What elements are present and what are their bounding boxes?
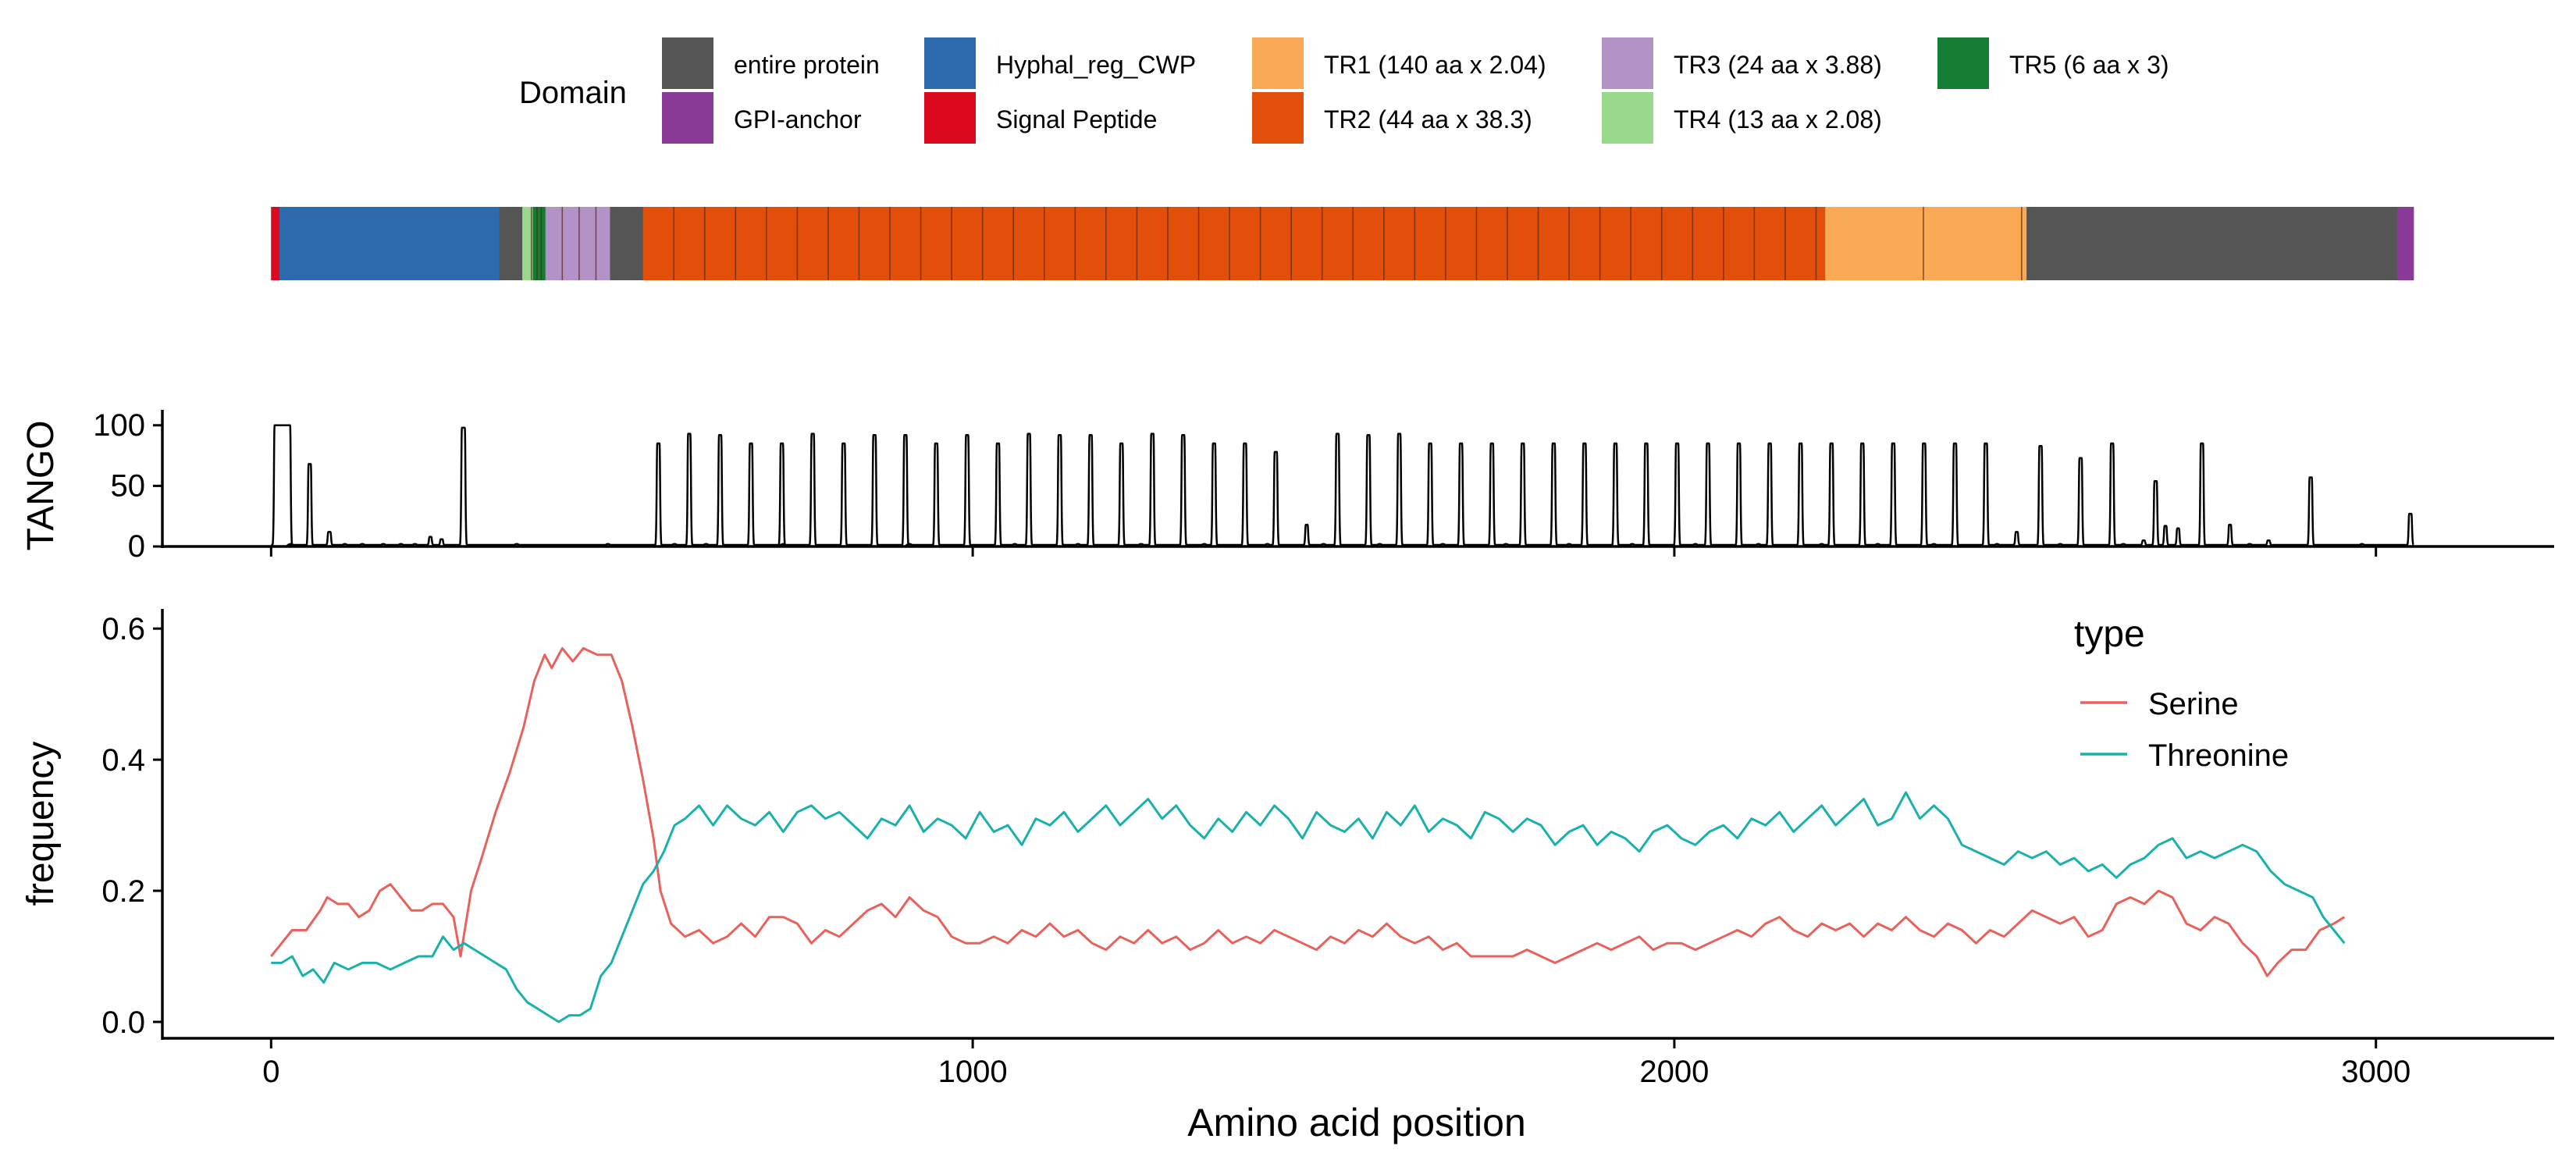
freq-y-tick-label: 0.0: [101, 1005, 145, 1040]
legend-label-tr4-13-aa-x-2-08: TR4 (13 aa x 2.08): [1674, 105, 1882, 133]
legend-swatch-tr4-13-aa-x-2-08: [1602, 92, 1653, 144]
x-axis-label: Amino acid position: [1187, 1101, 1526, 1144]
tango-y-tick-label: 0: [128, 529, 145, 564]
freq-y-tick-label: 0.6: [101, 612, 145, 646]
freq-lines: [270, 646, 2346, 1023]
domain-legend-title: Domain: [519, 76, 627, 110]
type-legend-items: Serine Threonine: [2080, 687, 2289, 773]
tango-panel: TANGO 0 50 100: [20, 408, 2554, 564]
tango-axes: 0 50 100: [93, 408, 2554, 564]
legend-swatch-entire-protein: [662, 37, 713, 89]
series-line-threonine: [271, 791, 2346, 1023]
freq-x-tick-label: 0: [262, 1055, 279, 1089]
freq-y-tick-label: 0.2: [101, 874, 145, 909]
legend-label-tr3-24-aa-x-3-88: TR3 (24 aa x 3.88): [1674, 51, 1882, 79]
domain-segment-gpi-anchor: [2396, 207, 2414, 280]
legend-label-tr1-140-aa-x-2-04: TR1 (140 aa x 2.04): [1324, 51, 1546, 79]
freq-x-tick-label: 2000: [1639, 1055, 1709, 1089]
freq-y-label: frequency: [20, 742, 62, 906]
type-legend-title: type: [2074, 614, 2145, 655]
domain-segment-tr1-140-aa-x-2-04: [1825, 207, 2027, 280]
legend-label-tr2-44-aa-x-38-3: TR2 (44 aa x 38.3): [1324, 105, 1532, 133]
legend-label-signal-peptide: Signal Peptide: [996, 105, 1157, 133]
series-line-serine: [270, 646, 2346, 977]
legend-swatch-tr3-24-aa-x-3-88: [1602, 37, 1653, 89]
tango-y-tick-label: 100: [93, 408, 145, 443]
legend-swatch-hyphal-reg-cwp: [924, 37, 976, 89]
legend-swatch-tr5-6-aa-x-3: [1937, 37, 1989, 89]
tango-y-tick-label: 50: [111, 468, 146, 503]
legend-label-tr5-6-aa-x-3: TR5 (6 aa x 3): [2009, 51, 2169, 79]
tango-line: [271, 424, 2415, 546]
freq-x-tick-label: 1000: [938, 1055, 1008, 1089]
tango-y-label: TANGO: [20, 420, 62, 550]
domain-segment-tr2-44-aa-x-38-3: [642, 207, 1826, 280]
legend-label-gpi-anchor: GPI-anchor: [734, 105, 862, 133]
legend-swatch-tr2-44-aa-x-38-3: [1252, 92, 1304, 144]
freq-y-tick-label: 0.4: [101, 743, 145, 778]
domain-legend: Domain entire protein GPI-anchor Hyphal_re…: [519, 37, 2169, 144]
domain-legend-items: entire protein GPI-anchor Hyphal_reg_CWP Si…: [662, 37, 2169, 144]
domain-segment-hyphal-reg-cwp: [279, 207, 500, 280]
domain-segment-tr5-6-aa-x-3: [532, 207, 546, 280]
legend-swatch-gpi-anchor: [662, 92, 713, 144]
domain-segment-tr3-24-aa-x-3-88: [545, 207, 610, 280]
legend-label-entire-protein: entire protein: [734, 51, 880, 79]
legend-label-serine: Serine: [2148, 687, 2239, 721]
domain-track: [271, 207, 2414, 280]
type-legend: type Serine Threonine: [2074, 614, 2289, 773]
legend-swatch-signal-peptide: [924, 92, 976, 144]
domain-segment-signal-peptide: [271, 207, 280, 280]
domain-segment-tr4-13-aa-x-2-08: [522, 207, 533, 280]
freq-panel: frequency 0.0 0.2 0.4 0.6 0 1000 2000 3000 Amin…: [20, 609, 2554, 1144]
freq-axes: 0.0 0.2 0.4 0.6 0 1000 2000 3000: [101, 609, 2554, 1089]
legend-swatch-tr1-140-aa-x-2-04: [1252, 37, 1304, 89]
legend-label-threonine: Threonine: [2148, 739, 2289, 773]
freq-x-tick-label: 3000: [2341, 1055, 2411, 1089]
legend-label-hyphal-reg-cwp: Hyphal_reg_CWP: [996, 51, 1196, 79]
